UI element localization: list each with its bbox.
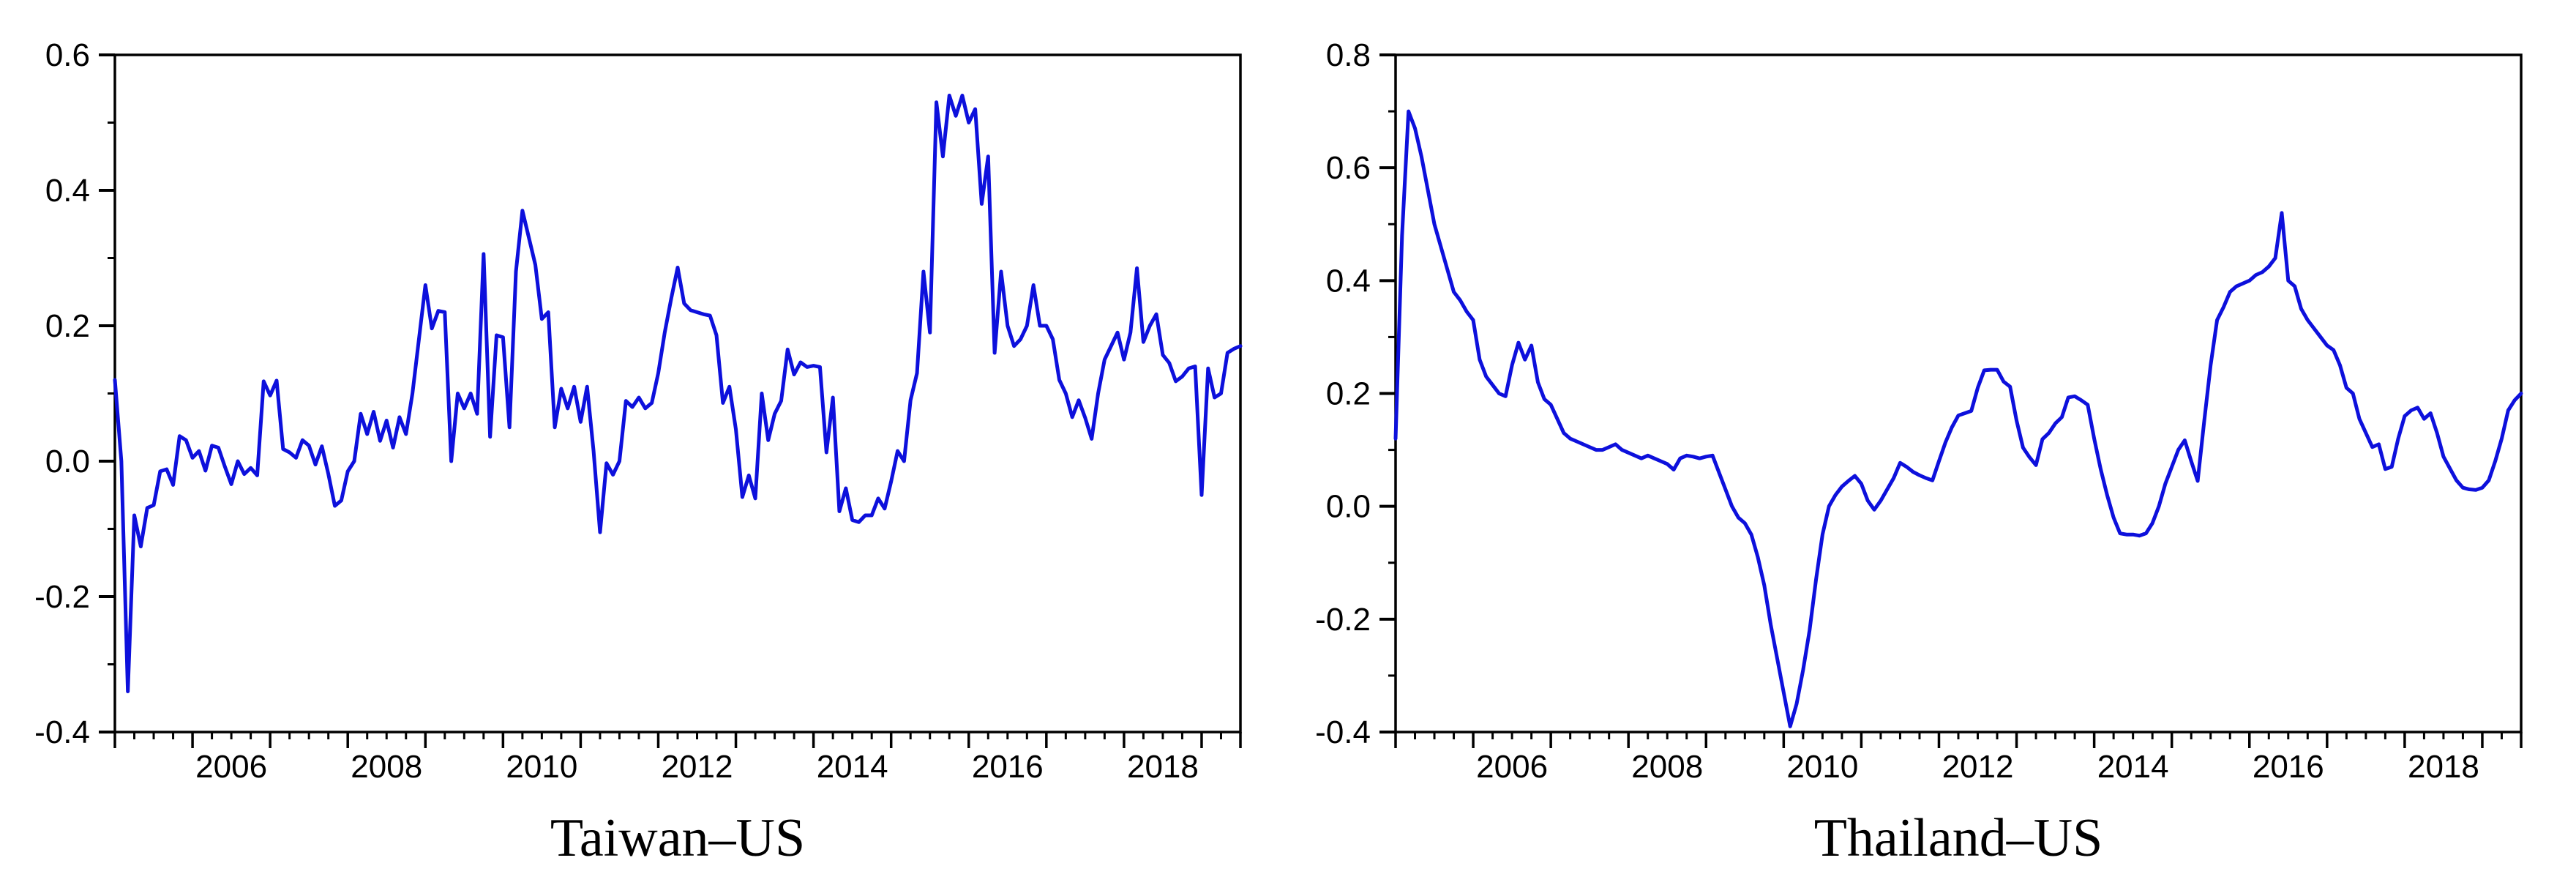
x-tick-label: 2010 bbox=[506, 749, 577, 785]
y-axis-ticks: 0.6 0.4 0.2 0.0 -0.2 -0.4 bbox=[34, 37, 115, 750]
x-tick-label: 2006 bbox=[195, 749, 267, 785]
correlation-series-line bbox=[113, 94, 1243, 693]
y-tick-label: 0.2 bbox=[45, 308, 90, 344]
y-tick-label: -0.2 bbox=[1315, 602, 1371, 638]
y-tick-label: 0.6 bbox=[45, 37, 90, 73]
x-tick-label: 2006 bbox=[1476, 749, 1548, 785]
chart-title-taiwan-us: Taiwan–US bbox=[550, 808, 806, 868]
plot-border bbox=[1394, 53, 2523, 733]
plot-border bbox=[113, 53, 1242, 733]
x-tick-label: 2012 bbox=[662, 749, 733, 785]
x-tick-label: 2016 bbox=[2253, 749, 2324, 785]
x-tick-label: 2018 bbox=[2408, 749, 2479, 785]
y-tick-label: 0.4 bbox=[45, 173, 90, 209]
chart-title-thailand-us: Thailand–US bbox=[1813, 808, 2103, 868]
correlation-series-line bbox=[1393, 109, 2523, 728]
chart-panel-thailand-us: 0.8 0.6 0.4 0.2 0.0 -0.2 -0.4 2006 2008 2010 2012 2… bbox=[1288, 0, 2576, 896]
y-tick-label: 0.0 bbox=[45, 444, 90, 479]
y-tick-label: -0.4 bbox=[34, 714, 90, 750]
taiwan-us-line-chart: 0.6 0.4 0.2 0.0 -0.2 -0.4 2006 2008 2010 2012 2014… bbox=[34, 37, 1243, 785]
x-tick-label: 2010 bbox=[1786, 749, 1858, 785]
y-tick-label: -0.4 bbox=[1315, 714, 1371, 750]
chart-panel-taiwan-us: 0.6 0.4 0.2 0.0 -0.2 -0.4 2006 2008 2010 2012 2014… bbox=[34, 37, 1243, 868]
x-tick-label: 2018 bbox=[1127, 749, 1199, 785]
x-tick-label: 2014 bbox=[817, 749, 888, 785]
y-tick-label: 0.8 bbox=[1326, 37, 1371, 73]
x-tick-label: 2014 bbox=[2097, 749, 2169, 785]
x-tick-label: 2016 bbox=[972, 749, 1044, 785]
y-tick-label: -0.2 bbox=[34, 579, 90, 615]
x-tick-label: 2008 bbox=[1631, 749, 1703, 785]
y-tick-label: 0.2 bbox=[1326, 376, 1371, 412]
x-tick-label: 2008 bbox=[351, 749, 422, 785]
x-axis-ticks: 2006 2008 2010 2012 2014 2016 2018 bbox=[1394, 732, 2523, 785]
y-axis-ticks: 0.8 0.6 0.4 0.2 0.0 -0.2 -0.4 bbox=[1315, 37, 1396, 750]
x-axis-ticks: 2006 2008 2010 2012 2014 2016 2018 bbox=[113, 732, 1242, 785]
y-tick-label: 0.4 bbox=[1326, 263, 1371, 299]
y-tick-label: 0.6 bbox=[1326, 150, 1371, 186]
y-tick-label: 0.0 bbox=[1326, 489, 1371, 525]
x-tick-label: 2012 bbox=[1942, 749, 2014, 785]
